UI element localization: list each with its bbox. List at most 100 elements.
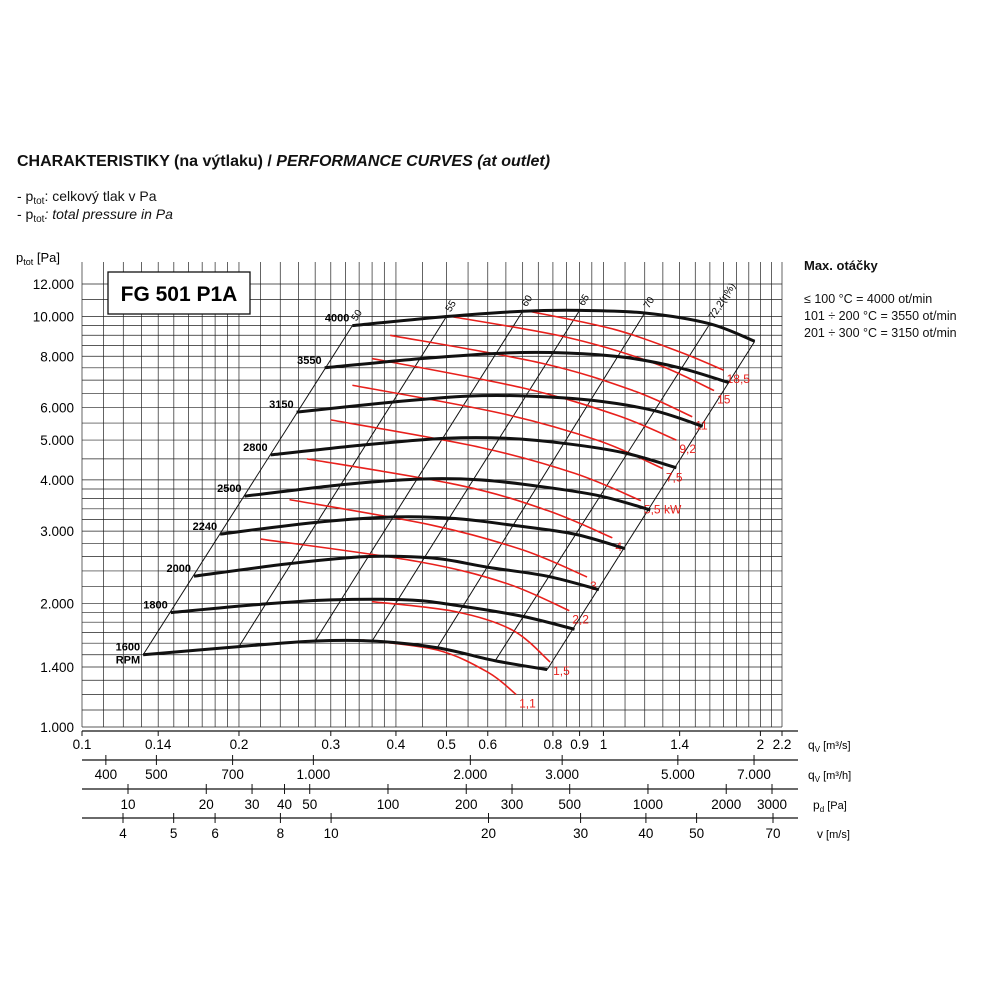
x-axis-label-unit: [m³/h]	[820, 770, 851, 782]
x-tick-label: 300	[501, 797, 524, 812]
power-label: 15	[717, 393, 731, 407]
fan-curve	[324, 350, 730, 385]
x-tick-label: 3.000	[545, 767, 579, 782]
note-pressure-en: - ptot: total pressure in Pa	[17, 206, 173, 225]
x-axis-label-main: q	[808, 768, 815, 782]
chart-title-box: FG 501 P1A	[107, 271, 251, 315]
x-axis-label: qV [m³/s]	[808, 738, 851, 754]
x-tick-label: 5.000	[661, 767, 695, 782]
x-tick-label: 400	[95, 767, 118, 782]
x-tick-label: 7.000	[737, 767, 771, 782]
efficiency-line	[546, 341, 756, 670]
chart-title: FG 501 P1A	[121, 283, 238, 306]
note1-text: : celkový tlak v Pa	[44, 188, 157, 204]
y-tick-label: 10.000	[33, 310, 74, 325]
y-tick-label: 12.000	[33, 277, 74, 292]
power-label: 5,5 kW	[644, 503, 682, 517]
power-curve	[371, 600, 551, 663]
fan-curve	[270, 436, 677, 470]
power-curve	[528, 310, 724, 371]
x-tick-label: 500	[145, 767, 168, 782]
max-speed-title: Max. otáčky	[804, 258, 878, 273]
x-tick-label: 20	[199, 797, 214, 812]
power-curve	[289, 498, 588, 578]
title-bold: CHARAKTERISTIKY (na výtlaku) /	[17, 153, 277, 170]
x-tick-label: 4	[119, 826, 127, 841]
y-tick-label: 5.000	[40, 433, 74, 448]
x-tick-label: 8	[277, 826, 285, 841]
fan-curve	[143, 638, 548, 672]
x-tick-label: 0.8	[544, 737, 563, 752]
power-label: 18,5	[727, 372, 751, 386]
rpm-unit-label: RPM	[116, 655, 140, 667]
x-tick-label: 500	[558, 797, 581, 812]
x-tick-label: 40	[277, 797, 292, 812]
x-tick-label: 1000	[633, 797, 663, 812]
power-label: 2,2	[572, 613, 589, 627]
y-axis-label-sub: tot	[23, 257, 34, 267]
x-tick-label: 700	[221, 767, 244, 782]
power-curve	[260, 538, 570, 612]
x-axis-label-unit: [Pa]	[824, 800, 847, 812]
power-label: 1,5	[553, 664, 570, 678]
x-axis-label-sub: d	[820, 805, 824, 814]
rpm-label: 2500	[217, 483, 241, 495]
efficiency-line	[238, 316, 447, 647]
power-label: 7,5	[666, 471, 683, 485]
max-speed-line-2: 101 ÷ 200 °C = 3550 ot/min	[804, 309, 957, 323]
power-curve	[390, 334, 693, 418]
x-tick-label: 2000	[711, 797, 741, 812]
power-curve	[306, 458, 613, 539]
power-label: 3	[590, 579, 597, 593]
axes: 1.000 1.400 2.000 3.000 4.000 5.000 6.000 8.000…	[16, 250, 851, 841]
power-curve	[450, 315, 715, 392]
fan-curve	[170, 597, 575, 631]
efficiency-label: 70	[642, 295, 657, 311]
x-tick-label: 50	[689, 826, 704, 841]
efficiency-line	[371, 310, 581, 642]
y-tick-label: 1.400	[40, 660, 74, 675]
x-axis-label: pd [Pa]	[813, 798, 847, 814]
fan-curve	[193, 554, 600, 592]
x-tick-label: 0.5	[437, 737, 456, 752]
max-speed-line-3: 201 ÷ 300 °C = 3150 ot/min	[804, 326, 957, 340]
y-axis-label-unit: [Pa]	[33, 250, 60, 265]
x-tick-label: 0.2	[230, 737, 249, 752]
x-axis-label-sub: V	[815, 775, 821, 784]
x-tick-label: 10	[120, 797, 135, 812]
x-tick-label: 1.000	[296, 767, 330, 782]
efficiency-line	[494, 323, 711, 662]
y-tick-label: 3.000	[40, 524, 74, 539]
rpm-label: 4000	[325, 313, 349, 325]
y-axis-label: ptot [Pa]	[16, 250, 60, 267]
efficiency-label: 50	[350, 308, 365, 324]
x-tick-label: 20	[481, 826, 496, 841]
x-tick-label: 0.1	[73, 737, 92, 752]
grid	[81, 262, 783, 728]
y-tick-label: 1.000	[40, 720, 74, 735]
power-curve	[330, 419, 642, 502]
x-axis-label-main: v	[817, 827, 823, 841]
efficiency-line	[142, 325, 353, 655]
fan-curve	[296, 393, 704, 428]
rpm-label: 2800	[243, 442, 267, 454]
x-tick-label: 0.3	[321, 737, 340, 752]
fan-curve	[352, 308, 756, 343]
x-tick-label: 0.4	[387, 737, 406, 752]
rpm-label: 1600	[116, 642, 140, 654]
x-tick-label: 50	[302, 797, 317, 812]
x-tick-label: 30	[573, 826, 588, 841]
note2-prefix: - p	[17, 206, 34, 222]
x-axis-label: qV [m³/h]	[808, 768, 851, 784]
fan-curve	[219, 515, 626, 551]
power-label: 9,2	[679, 442, 696, 456]
y-tick-label: 4.000	[40, 473, 74, 488]
efficiency-label: 55	[444, 298, 459, 314]
x-tick-label: 5	[170, 826, 178, 841]
efficiency-line	[436, 312, 646, 648]
y-axis-label-main: p	[16, 250, 23, 265]
page-title: CHARAKTERISTIKY (na výtlaku) / PERFORMAN…	[17, 153, 550, 171]
x-axis-label-unit: [m/s]	[823, 829, 850, 841]
power-label: 1,1	[519, 696, 536, 710]
